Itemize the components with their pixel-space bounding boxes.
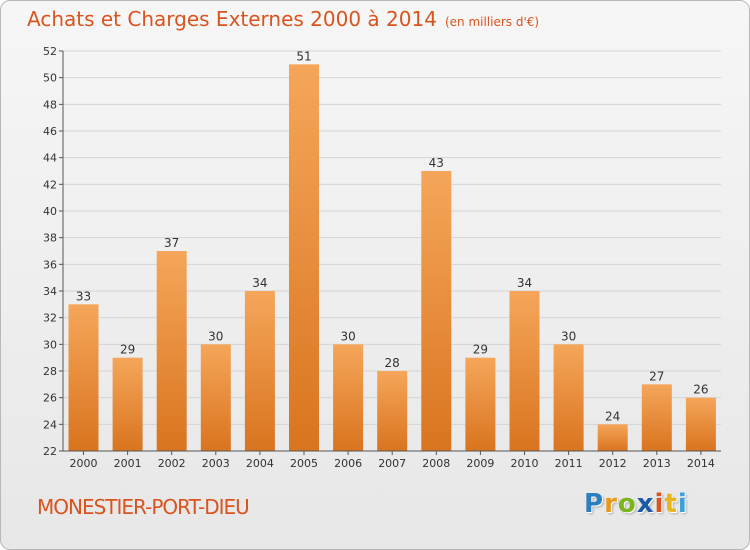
y-tick-label: 26	[43, 392, 57, 405]
data-label-2000: 33	[76, 289, 91, 303]
x-tick-label-2013: 2013	[643, 457, 671, 470]
data-label-2009: 29	[473, 343, 488, 357]
bar-2011	[553, 344, 584, 451]
data-label-2006: 30	[340, 329, 355, 343]
x-tick-label-2009: 2009	[466, 457, 494, 470]
logo-letter: t	[664, 489, 678, 519]
bar-2010	[509, 291, 540, 451]
data-label-2014: 26	[693, 383, 708, 397]
logo-letter: i	[654, 489, 665, 519]
data-label-2003: 30	[208, 329, 223, 343]
bar-2012	[597, 424, 628, 451]
y-tick-label: 36	[43, 258, 57, 271]
y-axis: 22 24 26 28 30 32 34 36 38 40 42 44 46 48 50 52	[43, 45, 64, 458]
bar-2005	[289, 64, 319, 452]
x-tick-label-2001: 2001	[114, 457, 142, 470]
x-tick-label-2000: 2000	[70, 457, 98, 470]
y-tick-label: 44	[43, 152, 57, 165]
data-label-2010: 34	[517, 276, 532, 290]
proxiti-logo: Proxiti	[584, 489, 688, 519]
bar-2004	[244, 291, 275, 451]
y-tick-label: 48	[43, 98, 57, 111]
data-label-2005: 51	[296, 49, 311, 63]
data-label-2007: 28	[385, 356, 400, 370]
bar-2001	[112, 357, 143, 451]
y-tick-label: 28	[43, 365, 57, 378]
data-label-2002: 37	[164, 236, 179, 250]
x-tick-label-2005: 2005	[290, 457, 318, 470]
x-tick-label-2004: 2004	[246, 457, 274, 470]
logo-letter: r	[604, 489, 618, 519]
y-tick-label: 40	[43, 205, 57, 218]
place-name: MONESTIER-PORT-DIEU	[37, 495, 250, 519]
data-label-2012: 24	[605, 409, 620, 423]
bar-2008	[421, 171, 452, 451]
bars	[68, 64, 716, 452]
y-tick-label: 30	[43, 338, 57, 351]
data-label-2013: 27	[649, 369, 664, 383]
x-tick-label-2002: 2002	[158, 457, 186, 470]
y-tick-label: 46	[43, 125, 57, 138]
data-label-2011: 30	[561, 329, 576, 343]
x-tick-label-2007: 2007	[378, 457, 406, 470]
y-tick-label: 22	[43, 445, 57, 458]
x-tick-label-2011: 2011	[555, 457, 583, 470]
chart-title-text: Achats et Charges Externes 2000 à 2014	[27, 7, 437, 31]
logo-letter: o	[617, 489, 637, 519]
y-tick-label: 50	[43, 72, 57, 85]
data-label-2004: 34	[252, 276, 267, 290]
x-axis: 2000 2001 2002 2003 2004 2005 2006 2007 2008 2009…	[63, 450, 721, 470]
chart-title: Achats et Charges Externes 2000 à 2014 (e…	[27, 7, 539, 31]
x-tick-label-2003: 2003	[202, 457, 230, 470]
y-tick-label: 34	[43, 285, 57, 298]
data-label-2001: 29	[120, 343, 135, 357]
y-tick-label: 52	[43, 45, 57, 58]
y-tick-label: 42	[43, 178, 57, 191]
x-tick-label-2010: 2010	[511, 457, 539, 470]
x-tick-label-2008: 2008	[422, 457, 450, 470]
bar-2013	[641, 384, 672, 451]
y-tick-label: 38	[43, 232, 57, 245]
x-tick-label-2014: 2014	[687, 457, 715, 470]
y-tick-label: 32	[43, 312, 57, 325]
bar-2000	[68, 304, 99, 451]
x-tick-label-2012: 2012	[599, 457, 627, 470]
bar-2002	[156, 251, 187, 451]
chart-subtitle: (en milliers d'€)	[444, 15, 540, 29]
logo-letter: i	[677, 489, 688, 519]
bar-2003	[200, 344, 231, 451]
y-tick-label: 24	[43, 418, 57, 431]
bar-2009	[465, 357, 496, 451]
bar-2006	[333, 344, 364, 451]
x-tick-label-2006: 2006	[334, 457, 362, 470]
bar-2007	[377, 371, 408, 451]
logo-letter: P	[584, 489, 605, 519]
bar-2014	[685, 397, 716, 451]
logo-letter: x	[636, 489, 655, 519]
data-label-2008: 43	[429, 156, 444, 170]
data-labels: 33 29 37 30 34 51 30 28 43 29 34 30 24 27 26	[76, 49, 709, 423]
